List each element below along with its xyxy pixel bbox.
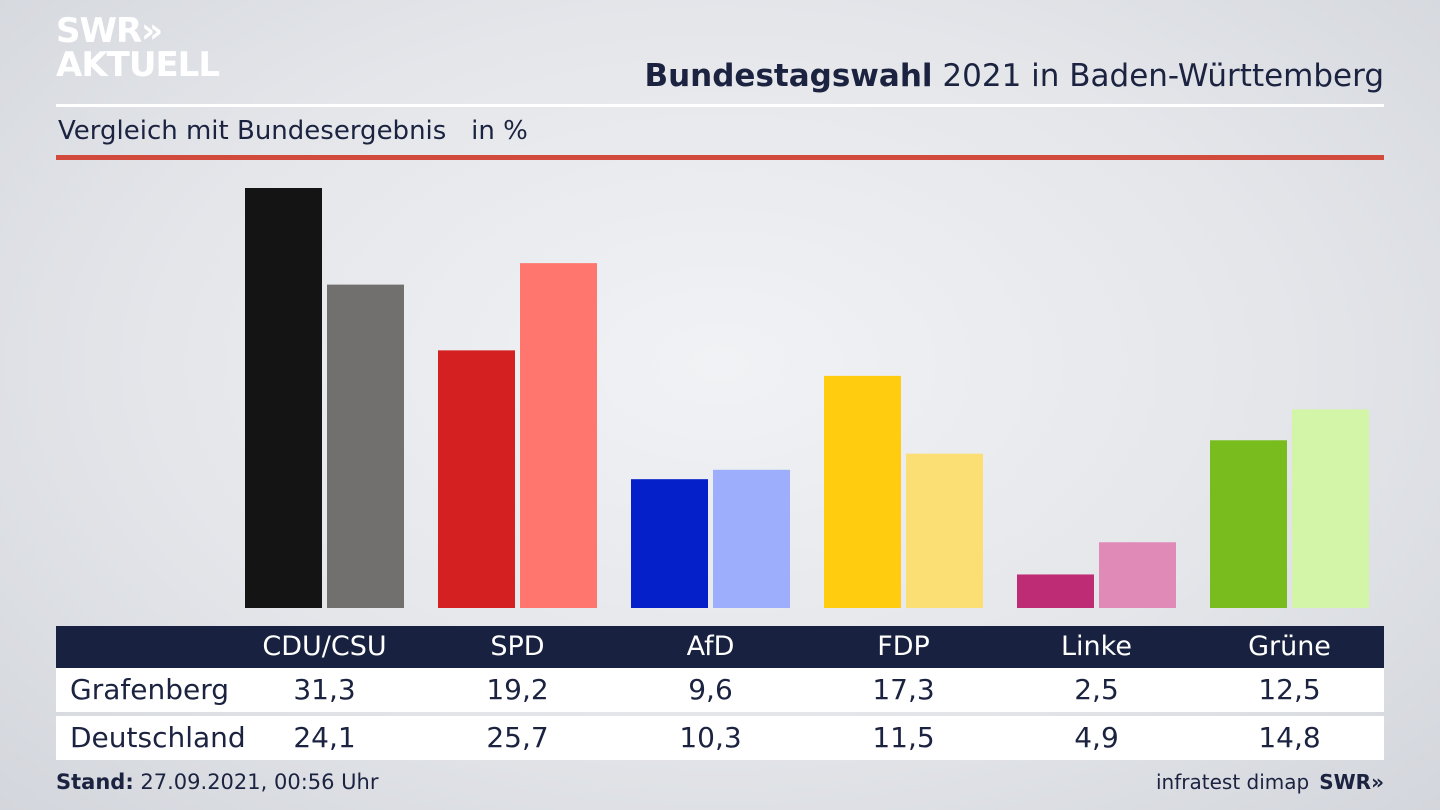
- row-label: Deutschland: [70, 721, 246, 754]
- column-header: CDU/CSU: [262, 631, 387, 662]
- results-table: CDU/CSU SPD AfD FDP Linke Grüne Grafenberg 31,…: [56, 626, 1384, 760]
- swr-brand-logo: SWR»: [1319, 770, 1384, 794]
- column-header: Grüne: [1248, 631, 1331, 662]
- bar-spd-grafenberg: [438, 350, 515, 608]
- table-cell: 10,3: [679, 721, 742, 754]
- column-header: Linke: [1061, 631, 1132, 662]
- page-title: Bundestagswahl 2021 in Baden-Württemberg: [644, 58, 1384, 94]
- bar-fdp-grafenberg: [824, 375, 901, 608]
- table-cell: 11,5: [872, 721, 935, 754]
- title-bold: Bundestagswahl: [644, 58, 933, 94]
- stand-label: Stand:: [56, 770, 134, 794]
- header-divider: [56, 104, 1384, 107]
- bar-afd-deutschland: [713, 469, 790, 608]
- stand-value: 27.09.2021, 00:56 Uhr: [133, 770, 379, 794]
- bar-fdp-deutschland: [906, 453, 983, 608]
- bar-cdu-csu-grafenberg: [245, 188, 322, 608]
- column-header: AfD: [686, 631, 735, 662]
- swr-aktuell-logo: SWR» AKTUELL: [56, 11, 220, 85]
- table-row-deutschland: Deutschland 24,1 25,7 10,3 11,5 4,9 14,8: [56, 716, 1384, 760]
- table-row-grafenberg: Grafenberg 31,3 19,2 9,6 17,3 2,5 12,5: [56, 668, 1384, 712]
- chart-subtitle: Vergleich mit Bundesergebnis in %: [58, 116, 528, 146]
- table-cell: 19,2: [486, 673, 549, 706]
- title-rest: 2021 in Baden-Württemberg: [932, 58, 1384, 94]
- table-cell: 2,5: [1074, 673, 1119, 706]
- bar-chart: [245, 188, 1369, 608]
- table-cell: 4,9: [1074, 721, 1119, 754]
- bar-gr-ne-grafenberg: [1210, 440, 1287, 608]
- bar-linke-grafenberg: [1017, 574, 1094, 608]
- table-cell: 14,8: [1258, 721, 1321, 754]
- bar-cdu-csu-deutschland: [327, 284, 404, 608]
- table-cell: 12,5: [1258, 673, 1321, 706]
- accent-divider: [56, 155, 1384, 160]
- logo-line-1: SWR»: [56, 11, 163, 51]
- column-header: SPD: [490, 631, 545, 662]
- table-cell: 17,3: [872, 673, 935, 706]
- logo-line-2: AKTUELL: [56, 45, 220, 85]
- bar-afd-grafenberg: [631, 479, 708, 608]
- source-label: infratest dimap: [1156, 770, 1310, 794]
- table-cell: 31,3: [293, 673, 356, 706]
- bar-linke-deutschland: [1099, 542, 1176, 608]
- table-cell: 9,6: [688, 673, 733, 706]
- table-cell: 24,1: [293, 721, 356, 754]
- column-header: FDP: [877, 631, 930, 662]
- row-label: Grafenberg: [70, 673, 229, 706]
- source-credit: infratest dimap SWR»: [1156, 770, 1384, 794]
- bar-spd-deutschland: [520, 263, 597, 608]
- bar-gr-ne-deutschland: [1292, 409, 1369, 608]
- table-cell: 25,7: [486, 721, 549, 754]
- timestamp: Stand: 27.09.2021, 00:56 Uhr: [56, 770, 379, 794]
- table-header: CDU/CSU SPD AfD FDP Linke Grüne: [56, 626, 1384, 668]
